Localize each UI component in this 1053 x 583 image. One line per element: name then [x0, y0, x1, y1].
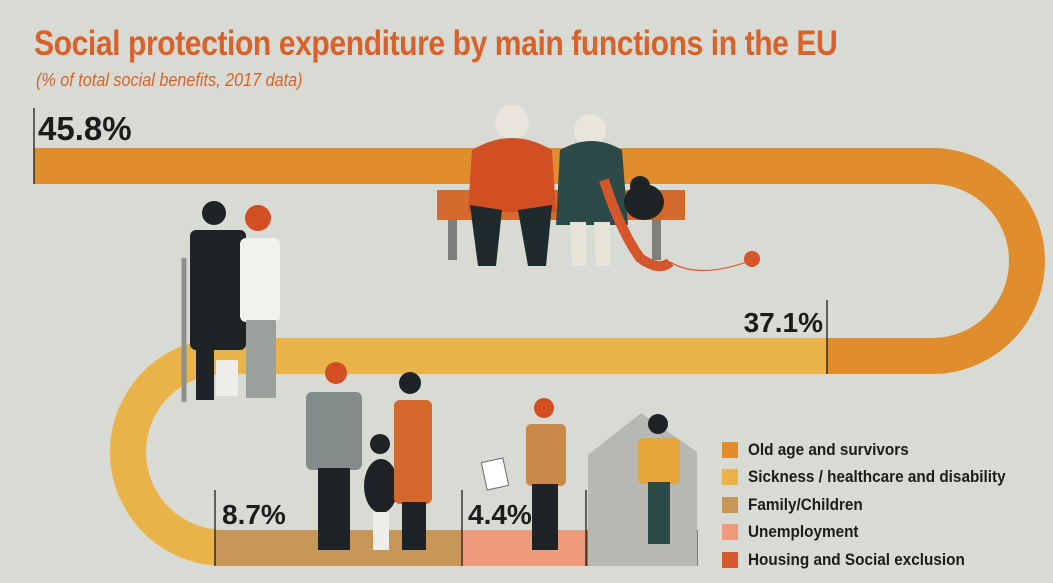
mother-body: [394, 400, 432, 504]
yarn-thread: [669, 259, 753, 272]
woman-head: [648, 414, 668, 434]
value-label-old-age: 45.8%: [38, 110, 132, 147]
value-label-unemployment: 4.4%: [468, 499, 532, 530]
mother-legs: [402, 502, 426, 550]
legend-swatch-sickness: [722, 469, 738, 486]
mother-head: [399, 372, 421, 394]
house-shape: [588, 413, 697, 566]
legend-label: Housing and Social exclusion: [748, 549, 965, 569]
legend-label: Family/Children: [748, 494, 863, 514]
child-legs: [373, 512, 389, 550]
old-man-legs: [470, 205, 552, 266]
jobseeker-body: [526, 424, 566, 486]
legend-label: Sickness / healthcare and disability: [748, 467, 1006, 487]
child-dress: [364, 459, 398, 513]
unemployment-segment: [462, 530, 586, 566]
cat-head: [630, 176, 650, 196]
legend-label: Old age and survivors: [748, 439, 909, 459]
bench-leg: [448, 220, 457, 260]
yarn-ball-icon: [744, 251, 760, 267]
injured-man-head: [202, 201, 226, 225]
legend-swatch-family: [722, 496, 738, 513]
jobseeker-head: [534, 398, 554, 418]
nurse-head: [245, 205, 271, 231]
child-head: [370, 434, 390, 454]
legend-item-housing: Housing and Social exclusion: [722, 546, 1034, 574]
jobseeker-legs: [532, 484, 558, 550]
injured-man-leg: [196, 348, 214, 400]
woman-body: [638, 438, 680, 484]
legend-swatch-housing: [722, 551, 738, 568]
knitting-icon: [599, 178, 674, 272]
value-label-family: 8.7%: [222, 499, 286, 530]
chart-subtitle: (% of total social benefits, 2017 data): [36, 70, 303, 90]
old-woman-legs: [570, 222, 610, 266]
value-label-sickness: 37.1%: [744, 307, 823, 338]
old-woman-head: [574, 114, 606, 146]
legend-item-family: Family/Children: [722, 491, 1034, 519]
injured-man-body: [190, 230, 246, 350]
woman-legs: [648, 482, 670, 544]
father-body: [306, 392, 362, 470]
legend-item-unemployment: Unemployment: [722, 519, 1034, 547]
bench-leg: [652, 220, 661, 260]
legend-item-sickness: Sickness / healthcare and disability: [722, 464, 1034, 492]
legend-label: Unemployment: [748, 522, 859, 542]
nurse-legs: [246, 320, 276, 398]
father-head: [325, 362, 347, 384]
old-man-body: [468, 138, 556, 212]
chart-title: Social protection expenditure by main fu…: [34, 24, 838, 63]
legend-item-old-age: Old age and survivors: [722, 436, 1034, 464]
old-age-band: [34, 148, 1045, 374]
legend-swatch-old-age: [722, 441, 738, 458]
leg-cast: [216, 360, 238, 396]
old-man-head: [495, 105, 529, 139]
nurse-body: [240, 238, 280, 322]
legend-swatch-unemployment: [722, 524, 738, 541]
father-legs: [318, 468, 350, 550]
cv-document-icon: [480, 457, 510, 491]
legend: Old age and survivors Sickness / healthc…: [722, 436, 1034, 574]
